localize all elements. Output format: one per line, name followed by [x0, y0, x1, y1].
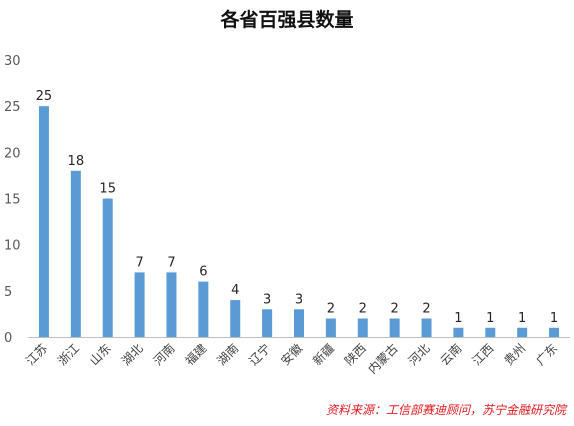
- bar-value-label: 7: [167, 255, 175, 270]
- category-label: 山东: [87, 341, 114, 368]
- category-label: 广东: [533, 341, 560, 368]
- y-tick-label: 15: [4, 193, 21, 208]
- bar-value-label: 2: [327, 302, 335, 317]
- bar: [70, 170, 81, 337]
- category-label: 江西: [470, 341, 497, 368]
- bar: [357, 318, 368, 337]
- bar-value-label: 7: [135, 255, 143, 270]
- y-tick-label: 20: [4, 146, 21, 161]
- bar: [262, 309, 273, 337]
- category-label: 河南: [150, 341, 178, 369]
- bar-value-label: 18: [68, 154, 85, 169]
- y-tick-label: 25: [4, 100, 21, 115]
- data-labels: 25 18 15 7 7 6 4 3 3 2 2 2 2 1 1 1 1: [36, 89, 559, 326]
- bar: [325, 318, 336, 337]
- category-label: 福建: [182, 341, 210, 369]
- bar-value-label: 2: [391, 302, 399, 317]
- y-tick-label: 30: [4, 54, 21, 69]
- bar: [134, 272, 145, 337]
- bar-value-label: 2: [422, 302, 430, 317]
- bar-value-label: 3: [295, 292, 303, 307]
- bar-value-label: 3: [263, 292, 271, 307]
- y-tick-label: 5: [4, 285, 12, 300]
- y-tick-label: 0: [4, 331, 12, 346]
- bar: [230, 300, 241, 337]
- bar: [517, 327, 528, 337]
- category-label: 河北: [406, 341, 433, 368]
- category-label: 湖北: [118, 341, 146, 369]
- category-label: 江苏: [23, 341, 50, 368]
- source-note: 资料来源：工信部赛迪顾问，苏宁金融研究院: [325, 403, 566, 417]
- bar-value-label: 2: [359, 302, 367, 317]
- bar-value-label: 25: [36, 89, 53, 104]
- bar: [485, 327, 496, 337]
- bar: [198, 281, 209, 337]
- bar-value-label: 1: [486, 311, 494, 326]
- bar: [102, 198, 113, 337]
- bar: [166, 272, 177, 337]
- y-axis-ticks: 0 5 10 15 20 25 30: [4, 54, 21, 346]
- category-label: 新疆: [309, 341, 337, 369]
- category-label: 陕西: [341, 341, 369, 369]
- category-label: 云南: [437, 341, 465, 369]
- bar: [294, 309, 304, 337]
- bar: [549, 327, 560, 337]
- bar-value-label: 1: [518, 311, 526, 326]
- category-label: 辽宁: [246, 341, 274, 369]
- chart-title: 各省百强县数量: [220, 9, 354, 31]
- y-tick-label: 10: [4, 239, 21, 254]
- bar: [421, 318, 432, 337]
- bar: [453, 327, 464, 337]
- category-label: 安徽: [278, 341, 306, 369]
- bar-value-label: 6: [199, 265, 207, 280]
- category-label: 湖南: [214, 341, 242, 369]
- category-label: 浙江: [55, 341, 82, 368]
- bar-value-label: 1: [454, 311, 462, 326]
- bar-value-label: 1: [550, 311, 558, 326]
- bar: [389, 318, 400, 337]
- bar-value-label: 4: [231, 283, 239, 298]
- bar-value-label: 15: [99, 182, 116, 197]
- bars: [38, 106, 560, 338]
- bar: [38, 106, 49, 338]
- category-label: 内蒙古: [365, 341, 401, 377]
- category-label: 贵州: [501, 341, 528, 368]
